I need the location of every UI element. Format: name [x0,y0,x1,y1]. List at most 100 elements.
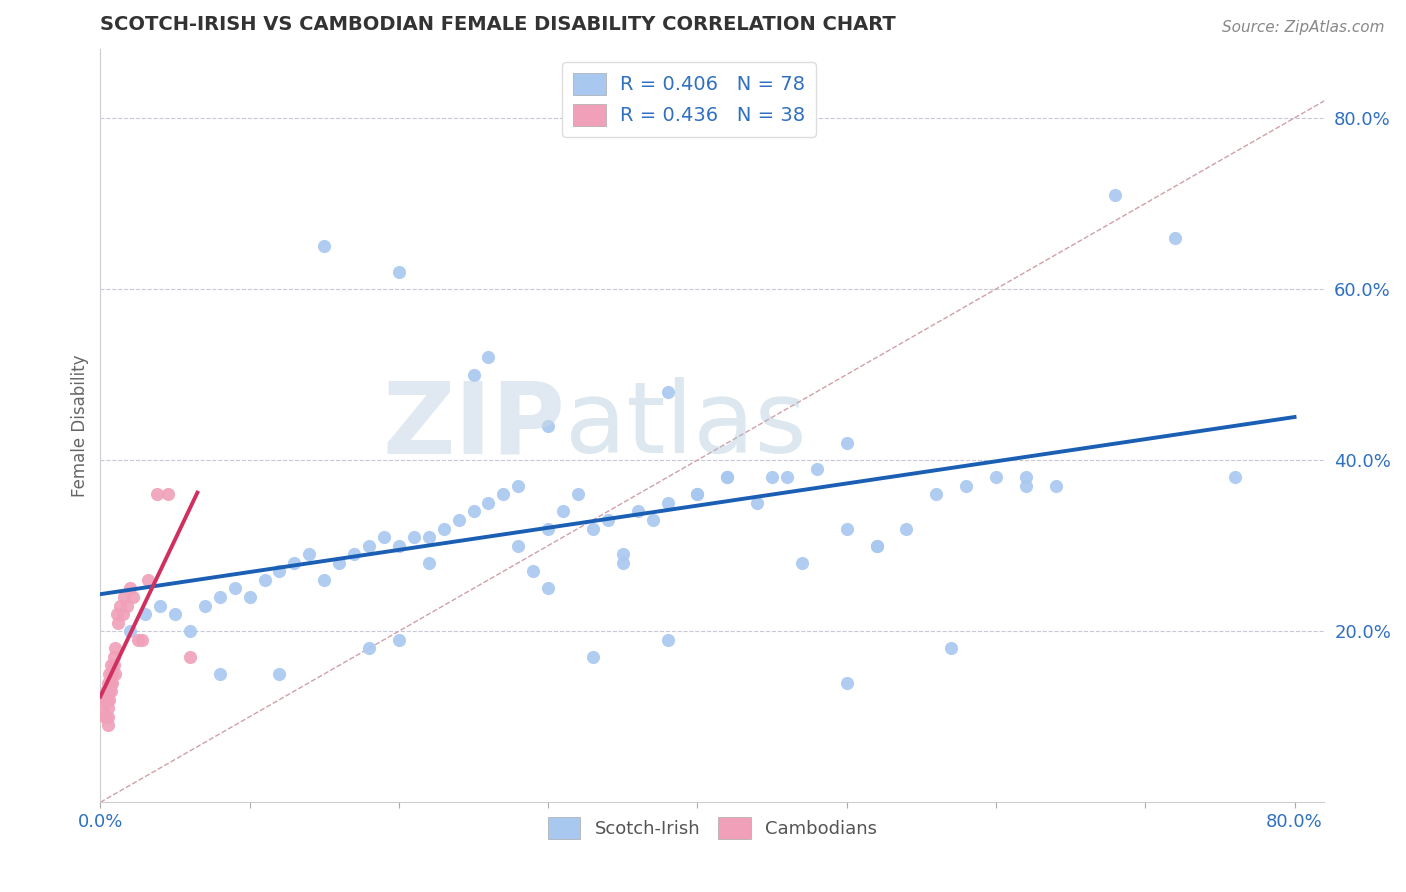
Point [612,547,634,561]
Point [94,692,117,706]
Point [163,607,186,621]
Point [463,368,485,382]
Point [865,539,887,553]
Point [1015,470,1038,484]
Point [134,607,156,621]
Point [941,641,963,656]
Point [790,556,813,570]
Point [433,522,456,536]
Point [747,496,769,510]
Point [1015,479,1038,493]
Legend: Scotch-Irish, Cambodians: Scotch-Irish, Cambodians [540,809,884,846]
Point [596,513,619,527]
Point [612,556,634,570]
Point [1164,230,1187,244]
Point [508,539,530,553]
Point [463,504,485,518]
Point [537,418,560,433]
Point [865,539,887,553]
Point [96,692,118,706]
Point [984,470,1007,484]
Point [686,487,709,501]
Point [224,582,246,596]
Point [111,607,134,621]
Point [896,522,918,536]
Point [98,667,121,681]
Point [120,624,142,639]
Point [657,384,679,399]
Point [131,632,153,647]
Point [136,573,159,587]
Point [806,461,828,475]
Point [107,615,129,630]
Point [96,684,118,698]
Point [108,599,131,613]
Point [522,564,544,578]
Point [835,436,858,450]
Point [97,718,120,732]
Point [94,709,117,723]
Point [357,641,380,656]
Point [105,607,128,621]
Point [477,496,499,510]
Point [388,539,411,553]
Point [98,684,121,698]
Point [146,487,169,501]
Point [100,684,122,698]
Text: atlas: atlas [565,377,807,475]
Point [1223,470,1246,484]
Point [179,624,201,639]
Point [388,632,411,647]
Point [641,513,664,527]
Point [101,667,124,681]
Point [537,522,560,536]
Point [582,649,605,664]
Point [122,590,145,604]
Point [253,573,276,587]
Point [447,513,470,527]
Point [314,573,336,587]
Point [477,351,499,365]
Point [551,504,574,518]
Point [388,265,411,279]
Point [716,470,738,484]
Point [686,487,709,501]
Point [104,641,127,656]
Text: ZIP: ZIP [382,377,565,475]
Point [508,479,530,493]
Text: SCOTCH-IRISH VS CAMBODIAN FEMALE DISABILITY CORRELATION CHART: SCOTCH-IRISH VS CAMBODIAN FEMALE DISABIL… [100,15,896,34]
Point [120,582,142,596]
Point [373,530,395,544]
Point [208,590,231,604]
Text: Source: ZipAtlas.com: Source: ZipAtlas.com [1222,20,1385,35]
Point [1045,479,1067,493]
Point [103,649,125,664]
Point [97,701,120,715]
Point [156,487,179,501]
Point [103,658,125,673]
Point [194,599,217,613]
Point [97,709,120,723]
Point [283,556,305,570]
Point [91,701,114,715]
Point [98,692,121,706]
Point [835,675,858,690]
Point [657,496,679,510]
Point [357,539,380,553]
Y-axis label: Female Disability: Female Disability [72,355,89,497]
Point [97,684,120,698]
Point [97,675,120,690]
Point [112,590,135,604]
Point [269,667,291,681]
Point [104,667,127,681]
Point [314,239,336,253]
Point [115,599,138,613]
Point [149,599,172,613]
Point [627,504,650,518]
Point [1104,187,1126,202]
Point [127,632,149,647]
Point [492,487,515,501]
Point [328,556,350,570]
Point [716,470,738,484]
Point [776,470,799,484]
